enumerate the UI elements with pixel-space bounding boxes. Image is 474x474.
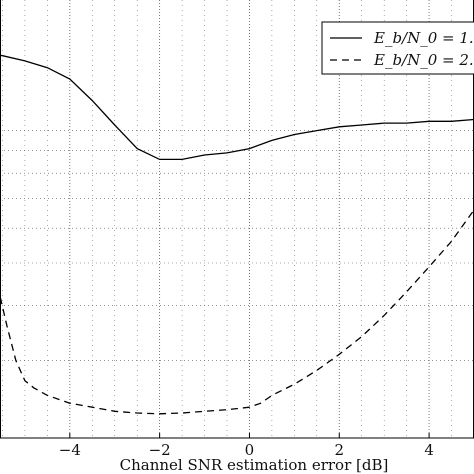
series-lines xyxy=(0,54,474,415)
series-line-2 xyxy=(0,209,474,415)
x-axis-ticks: −4 −2 0 2 4 xyxy=(59,433,434,459)
x-tick-label: −4 xyxy=(59,441,81,459)
series-line-1 xyxy=(0,54,474,161)
legend-box xyxy=(321,21,474,75)
legend-label-2: E_b/N_0 = 2.0 xyxy=(373,51,474,69)
x-axis-label: Channel SNR estimation error [dB] xyxy=(120,456,389,474)
x-tick-label: −2 xyxy=(149,441,171,459)
x-tick-label: 0 xyxy=(245,441,255,459)
x-tick-label: 4 xyxy=(424,441,434,459)
x-tick-label: 2 xyxy=(334,441,344,459)
legend: E_b/N_0 = 1.0 E_b/N_0 = 2.0 xyxy=(321,21,474,75)
grid xyxy=(0,0,474,439)
legend-label-1: E_b/N_0 = 1.0 xyxy=(373,29,474,47)
